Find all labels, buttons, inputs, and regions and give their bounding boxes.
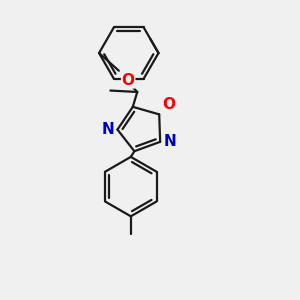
Text: O: O: [122, 73, 135, 88]
Text: O: O: [162, 97, 175, 112]
Text: N: N: [164, 134, 176, 149]
Text: N: N: [101, 122, 114, 137]
